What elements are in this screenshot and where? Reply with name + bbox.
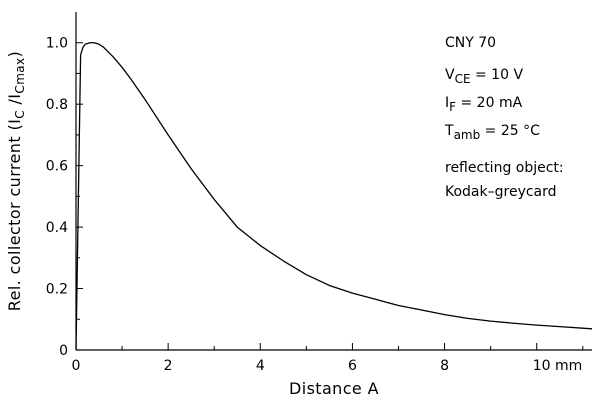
- y-axis-title-suffix: ): [5, 51, 24, 58]
- annotation-block: CNY 70 VCE = 10 V IF = 20 mA Tamb = 25 °C re…: [444, 35, 564, 200]
- annotation-object1: reflecting object:: [445, 160, 564, 176]
- x-tick-label: 8: [440, 358, 449, 374]
- annotation-if: IF = 20 mA: [445, 95, 523, 114]
- x-ticks: 0 2 4 6 8 10 mm: [72, 343, 584, 374]
- y-tick-label: 0.4: [46, 220, 68, 236]
- x-tick-label: 4: [256, 358, 265, 374]
- y-axis-title-prefix: Rel. collector current (I: [5, 119, 24, 311]
- y-axis-title-sub-c: C: [13, 110, 27, 119]
- series-line: [75, 42, 592, 351]
- y-axis-title-sub-cmax: Cmax: [13, 57, 27, 93]
- annotation-vce: VCE = 10 V: [445, 67, 523, 86]
- y-axis-title: Rel. collector current (IC /ICmax): [5, 51, 27, 311]
- x-axis-title: Distance A: [289, 379, 379, 398]
- axes: [75, 12, 592, 351]
- series-group: [75, 42, 592, 351]
- y-tick-label: 1.0: [46, 36, 68, 52]
- x-tick-label: 6: [348, 358, 357, 374]
- y-tick-label: 0: [59, 343, 68, 359]
- x-tick-label: 0: [72, 358, 81, 374]
- y-tick-label: 0.2: [46, 282, 68, 298]
- x-tick-label: 10 mm: [533, 358, 583, 374]
- annotation-tamb: Tamb = 25 °C: [444, 123, 540, 142]
- y-ticks: 0 0.2 0.4 0.6 0.8 1.0: [46, 36, 83, 359]
- y-tick-label: 0.8: [46, 97, 68, 113]
- annotation-part: CNY 70: [445, 35, 496, 51]
- x-tick-label: 2: [164, 358, 173, 374]
- annotation-object2: Kodak–greycard: [445, 184, 557, 200]
- y-axis-title-middle: /I: [5, 94, 24, 110]
- y-tick-label: 0.6: [46, 159, 68, 175]
